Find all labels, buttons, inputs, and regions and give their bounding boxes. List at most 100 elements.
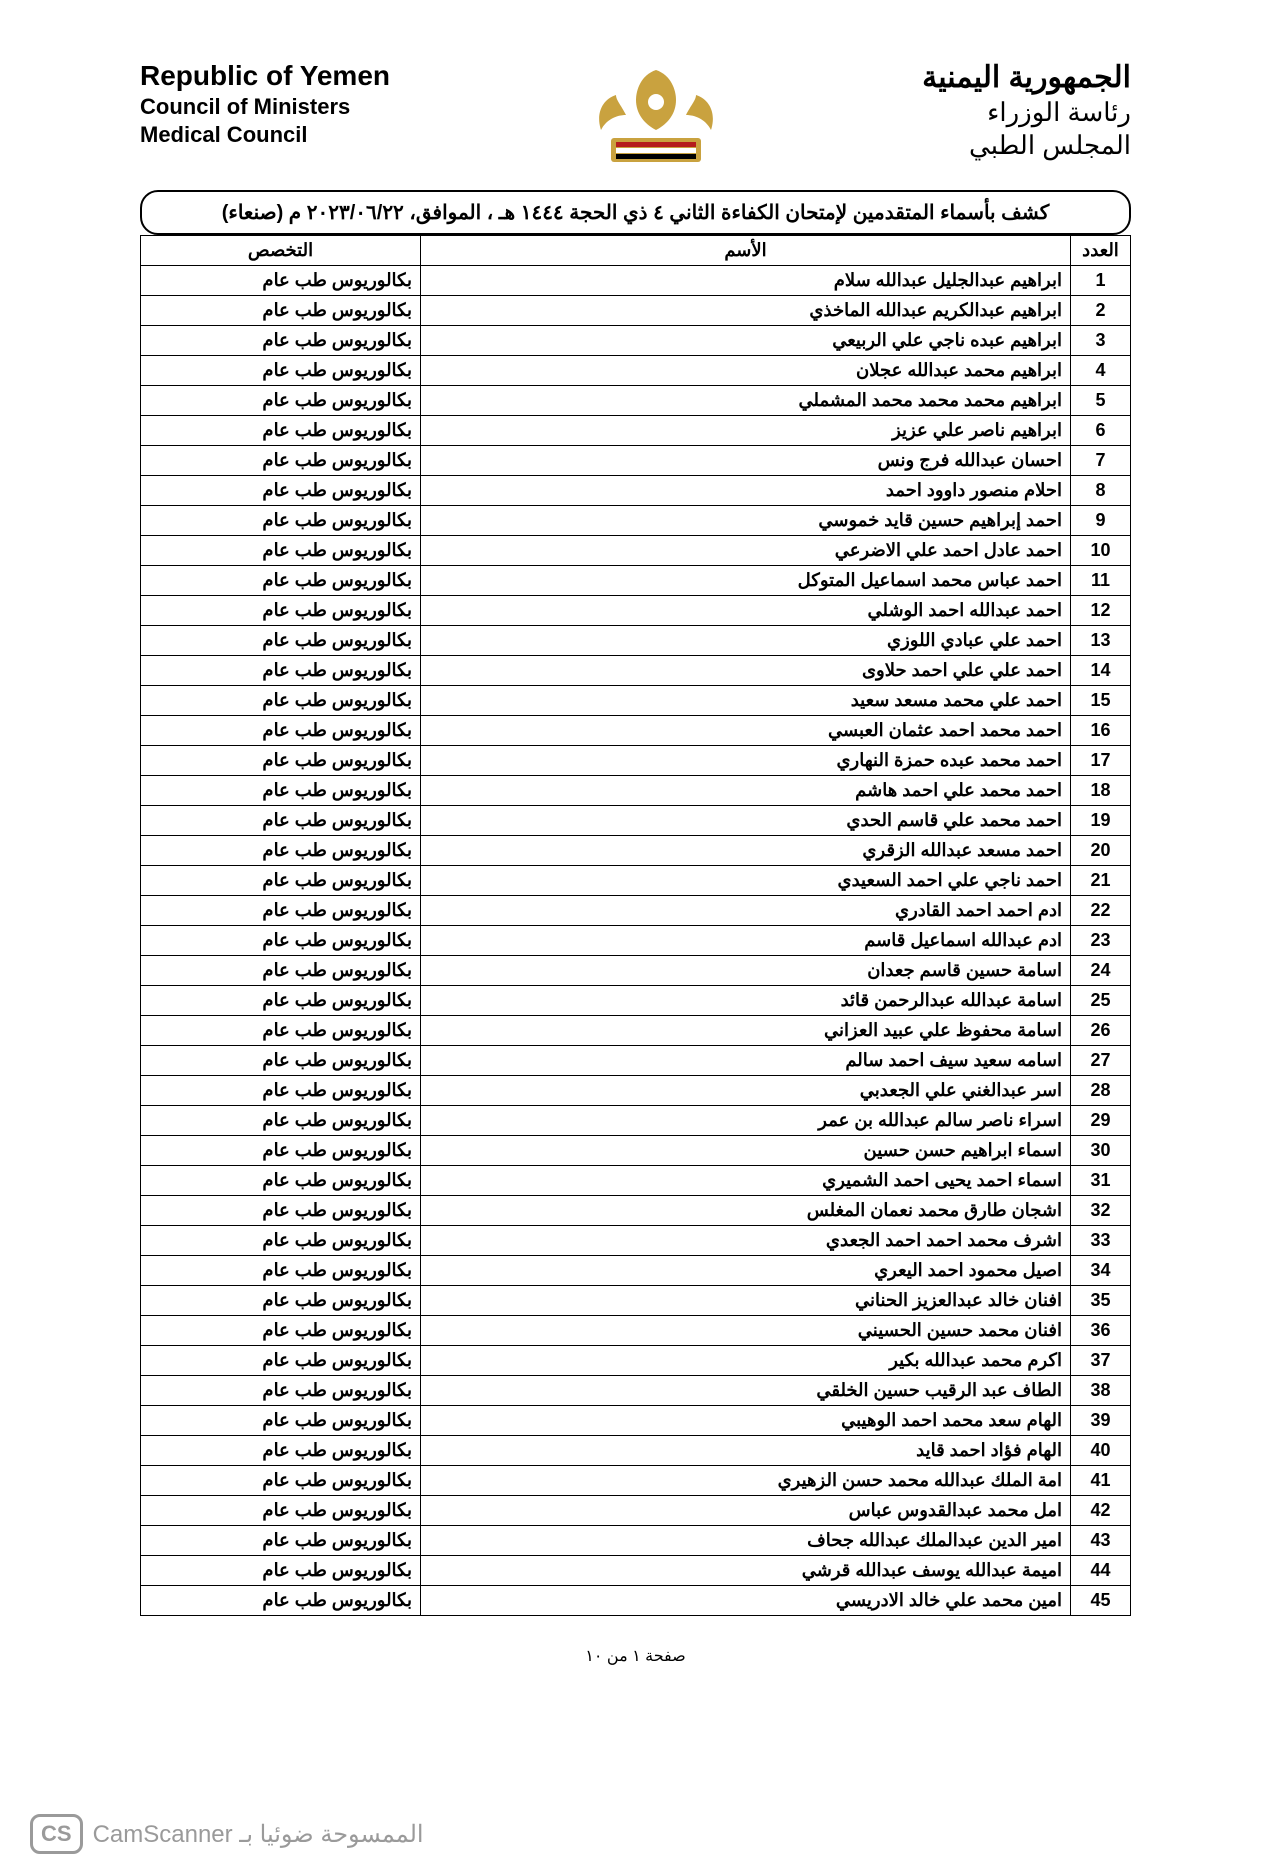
specialization: بكالوريوس طب عام [141, 1016, 421, 1046]
col-name: الأسم [421, 236, 1071, 266]
table-row: 24اسامة حسين قاسم جعدانبكالوريوس طب عام [141, 956, 1131, 986]
specialization: بكالوريوس طب عام [141, 656, 421, 686]
applicant-name: امير الدين عبدالملك عبدالله جحاف [421, 1526, 1071, 1556]
row-number: 16 [1071, 716, 1131, 746]
row-number: 22 [1071, 896, 1131, 926]
page-number: صفحة ١ من ١٠ [140, 1646, 1131, 1666]
row-number: 42 [1071, 1496, 1131, 1526]
row-number: 28 [1071, 1076, 1131, 1106]
document-title: كشف بأسماء المتقدمين لإمتحان الكفاءة الث… [140, 190, 1131, 235]
applicant-name: احمد عباس محمد اسماعيل المتوكل [421, 566, 1071, 596]
table-row: 45امين محمد علي خالد الادريسيبكالوريوس ط… [141, 1586, 1131, 1616]
specialization: بكالوريوس طب عام [141, 866, 421, 896]
specialization: بكالوريوس طب عام [141, 776, 421, 806]
specialization: بكالوريوس طب عام [141, 926, 421, 956]
applicant-name: اسماء احمد يحيى احمد الشميري [421, 1166, 1071, 1196]
table-row: 3ابراهيم عبده ناجي علي الربيعيبكالوريوس … [141, 326, 1131, 356]
scanner-text: الممسوحة ضوئيا بـ CamScanner [93, 1820, 424, 1849]
table-row: 13احمد علي عبادي اللوزيبكالوريوس طب عام [141, 626, 1131, 656]
specialization: بكالوريوس طب عام [141, 1346, 421, 1376]
applicant-name: اسامة محفوظ علي عبيد العزاني [421, 1016, 1071, 1046]
table-row: 36افنان محمد حسين الحسينيبكالوريوس طب عا… [141, 1316, 1131, 1346]
table-row: 29اسراء ناصر سالم عبدالله بن عمربكالوريو… [141, 1106, 1131, 1136]
row-number: 1 [1071, 266, 1131, 296]
table-row: 38الطاف عبد الرقيب حسين الخلقيبكالوريوس … [141, 1376, 1131, 1406]
camscanner-badge-icon: CS [30, 1814, 83, 1854]
row-number: 19 [1071, 806, 1131, 836]
specialization: بكالوريوس طب عام [141, 1466, 421, 1496]
row-number: 32 [1071, 1196, 1131, 1226]
applicant-name: احسان عبدالله فرج ونس [421, 446, 1071, 476]
applicant-name: الهام فؤاد احمد قايد [421, 1436, 1071, 1466]
specialization: بكالوريوس طب عام [141, 506, 421, 536]
country-en: Republic of Yemen [140, 60, 390, 92]
row-number: 24 [1071, 956, 1131, 986]
table-row: 42امل محمد عبدالقدوس عباسبكالوريوس طب عا… [141, 1496, 1131, 1526]
document-header: Republic of Yemen Council of Ministers M… [140, 60, 1131, 170]
row-number: 13 [1071, 626, 1131, 656]
row-number: 40 [1071, 1436, 1131, 1466]
council-en-1: Council of Ministers [140, 94, 390, 120]
row-number: 39 [1071, 1406, 1131, 1436]
applicant-name: ابراهيم محمد محمد محمد المشملي [421, 386, 1071, 416]
applicant-name: احمد علي علي احمد حلاوى [421, 656, 1071, 686]
row-number: 36 [1071, 1316, 1131, 1346]
table-row: 37اكرم محمد عبدالله بكيربكالوريوس طب عام [141, 1346, 1131, 1376]
specialization: بكالوريوس طب عام [141, 806, 421, 836]
row-number: 12 [1071, 596, 1131, 626]
row-number: 9 [1071, 506, 1131, 536]
specialization: بكالوريوس طب عام [141, 326, 421, 356]
table-row: 41امة الملك عبدالله محمد حسن الزهيريبكال… [141, 1466, 1131, 1496]
row-number: 44 [1071, 1556, 1131, 1586]
national-emblem-icon [586, 60, 726, 170]
applicant-name: اكرم محمد عبدالله بكير [421, 1346, 1071, 1376]
applicant-name: ادم عبدالله اسماعيل قاسم [421, 926, 1071, 956]
table-row: 10احمد عادل احمد علي الاضرعيبكالوريوس طب… [141, 536, 1131, 566]
row-number: 14 [1071, 656, 1131, 686]
table-row: 7احسان عبدالله فرج ونسبكالوريوس طب عام [141, 446, 1131, 476]
specialization: بكالوريوس طب عام [141, 1556, 421, 1586]
specialization: بكالوريوس طب عام [141, 686, 421, 716]
applicant-name: احلام منصور داوود احمد [421, 476, 1071, 506]
row-number: 21 [1071, 866, 1131, 896]
row-number: 15 [1071, 686, 1131, 716]
applicant-name: احمد ناجي علي احمد السعيدي [421, 866, 1071, 896]
council-en-2: Medical Council [140, 122, 390, 148]
table-row: 22ادم احمد احمد القادريبكالوريوس طب عام [141, 896, 1131, 926]
applicant-name: ابراهيم عبده ناجي علي الربيعي [421, 326, 1071, 356]
table-row: 28اسر عبدالغني علي الجعدبيبكالوريوس طب ع… [141, 1076, 1131, 1106]
specialization: بكالوريوس طب عام [141, 836, 421, 866]
applicant-name: احمد محمد علي احمد هاشم [421, 776, 1071, 806]
row-number: 25 [1071, 986, 1131, 1016]
applicant-name: اسامة عبدالله عبدالرحمن قائد [421, 986, 1071, 1016]
row-number: 3 [1071, 326, 1131, 356]
table-row: 12احمد عبدالله احمد الوشليبكالوريوس طب ع… [141, 596, 1131, 626]
specialization: بكالوريوس طب عام [141, 956, 421, 986]
specialization: بكالوريوس طب عام [141, 1046, 421, 1076]
row-number: 6 [1071, 416, 1131, 446]
row-number: 10 [1071, 536, 1131, 566]
council-ar-2: المجلس الطبي [922, 130, 1131, 161]
specialization: بكالوريوس طب عام [141, 296, 421, 326]
table-row: 19احمد محمد علي قاسم الحديبكالوريوس طب ع… [141, 806, 1131, 836]
applicant-name: الطاف عبد الرقيب حسين الخلقي [421, 1376, 1071, 1406]
row-number: 20 [1071, 836, 1131, 866]
specialization: بكالوريوس طب عام [141, 476, 421, 506]
table-row: 44اميمة عبدالله يوسف عبدالله قرشيبكالوري… [141, 1556, 1131, 1586]
row-number: 27 [1071, 1046, 1131, 1076]
specialization: بكالوريوس طب عام [141, 386, 421, 416]
row-number: 45 [1071, 1586, 1131, 1616]
applicant-name: احمد محمد احمد عثمان العبسي [421, 716, 1071, 746]
specialization: بكالوريوس طب عام [141, 986, 421, 1016]
specialization: بكالوريوس طب عام [141, 746, 421, 776]
applicants-table: العدد الأسم التخصص 1ابراهيم عبدالجليل عب… [140, 235, 1131, 1616]
row-number: 8 [1071, 476, 1131, 506]
applicant-name: اسر عبدالغني علي الجعدبي [421, 1076, 1071, 1106]
table-row: 43امير الدين عبدالملك عبدالله جحافبكالور… [141, 1526, 1131, 1556]
table-row: 14احمد علي علي احمد حلاوىبكالوريوس طب عا… [141, 656, 1131, 686]
table-row: 20احمد مسعد عبدالله الزقريبكالوريوس طب ع… [141, 836, 1131, 866]
specialization: بكالوريوس طب عام [141, 1436, 421, 1466]
applicant-name: احمد علي محمد مسعد سعيد [421, 686, 1071, 716]
council-ar-1: رئاسة الوزراء [922, 97, 1131, 128]
table-row: 11احمد عباس محمد اسماعيل المتوكلبكالوريو… [141, 566, 1131, 596]
